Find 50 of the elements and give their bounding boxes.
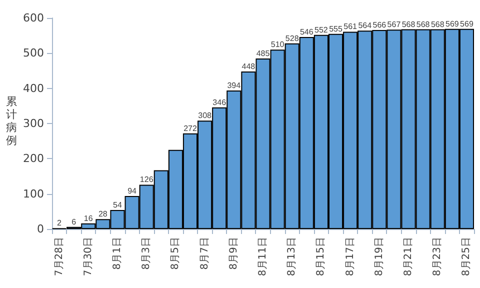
data-label: 569	[460, 19, 474, 28]
x-tick-label: 8月15日	[316, 237, 327, 276]
x-tick-label: 8月19日	[374, 237, 385, 276]
y-tick-label: 400	[23, 82, 44, 95]
x-tick-label: 7月30日	[82, 237, 94, 276]
data-label: 94	[128, 186, 138, 196]
x-tick-label: 8月11日	[258, 237, 268, 276]
data-label: 546	[300, 27, 314, 36]
x-tick-label: 8月21日	[403, 237, 414, 276]
data-label: 510	[270, 40, 285, 50]
data-label: 16	[84, 214, 94, 223]
data-label: 308	[198, 111, 212, 120]
data-label: 552	[314, 25, 328, 34]
y-tick-label: 200	[23, 152, 44, 166]
data-label: 54	[113, 200, 122, 210]
data-label: 6	[72, 217, 77, 226]
data-label: 569	[445, 19, 460, 28]
data-label: 528	[285, 34, 300, 43]
x-tick-label: 8月5日	[170, 237, 182, 270]
data-label: 568	[416, 20, 430, 29]
x-tick-label: 7月28日	[54, 237, 65, 276]
data-label: 448	[242, 62, 256, 71]
data-label: 28	[98, 210, 108, 219]
y-axis-title: 累计病例	[6, 95, 17, 147]
x-tick-label: 8月1日	[112, 237, 123, 270]
data-label: 568	[430, 20, 445, 29]
data-label: 272	[184, 124, 198, 133]
data-label: 561	[344, 22, 358, 32]
x-tick-label: 8月3日	[141, 237, 152, 270]
x-tick-label: 8月23日	[432, 237, 444, 276]
y-tick-label: 500	[23, 46, 44, 60]
x-tick-label: 8月13日	[286, 237, 298, 276]
x-tick-label: 8月17日	[344, 237, 356, 276]
y-tick-label: 600	[23, 12, 44, 24]
x-tick-label: 8月7日	[199, 237, 210, 270]
data-label: 555	[329, 24, 343, 34]
y-tick-label: 300	[23, 117, 44, 130]
data-label: 2	[57, 218, 62, 228]
data-label: 394	[227, 80, 242, 90]
y-tick-label: 100	[23, 187, 44, 200]
data-label: 564	[358, 21, 372, 30]
data-label: 126	[140, 175, 154, 184]
data-label: 346	[212, 98, 227, 107]
data-label: 568	[402, 20, 416, 29]
y-tick-label: 0	[37, 222, 44, 236]
x-tick-label: 8月25日	[461, 237, 472, 276]
data-label: 485	[256, 48, 270, 58]
data-label: 567	[387, 20, 402, 30]
data-label: 566	[372, 20, 387, 30]
x-tick-label: 8月9日	[228, 237, 240, 270]
